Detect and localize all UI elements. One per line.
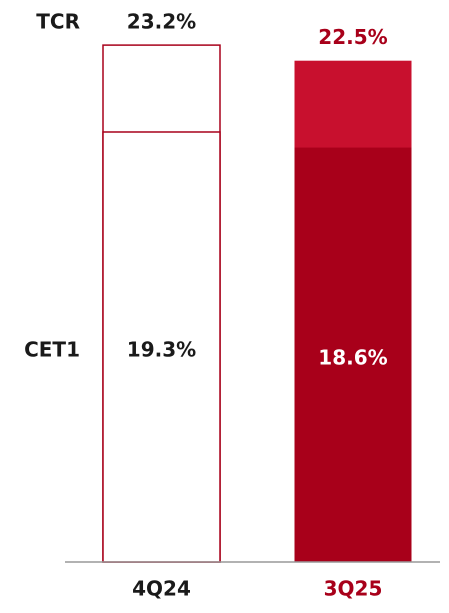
- series-label: TCR: [36, 10, 80, 34]
- value-label: 23.2%: [127, 10, 196, 34]
- value-label: 18.6%: [318, 345, 387, 369]
- bar-segment: [102, 131, 221, 563]
- series-label: CET1: [24, 337, 80, 361]
- value-label: 19.3%: [127, 337, 196, 361]
- x-tick-label: 3Q25: [324, 577, 383, 601]
- x-tick-label: 4Q24: [132, 577, 191, 601]
- bar-segment: [294, 147, 412, 563]
- value-label: 22.5%: [318, 25, 387, 49]
